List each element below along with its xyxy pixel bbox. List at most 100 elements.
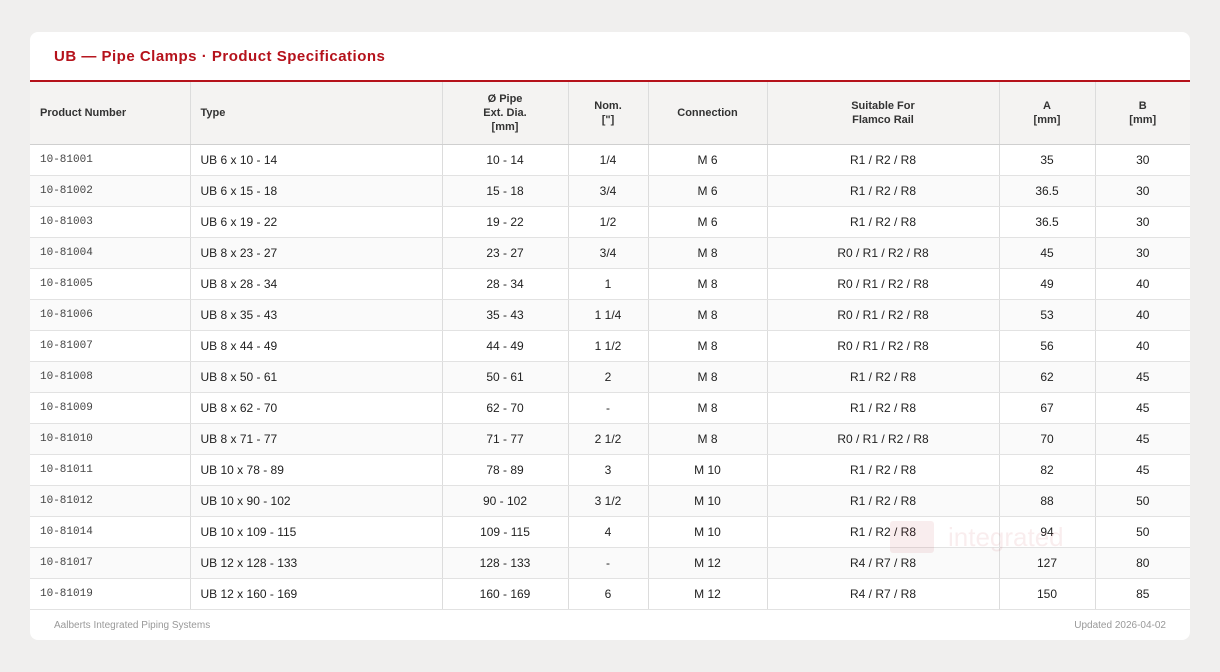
cell-dim-a: 82 — [999, 454, 1096, 486]
cell-nominal-size: 1/4 — [568, 144, 649, 176]
cell-suitable-rail: R1 / R2 / R8 — [767, 454, 1000, 486]
cell-nominal-size: 2 — [568, 361, 649, 393]
cell-pipe-diameter: 19 - 22 — [442, 206, 569, 238]
cell-product-number: 10-81019 — [30, 578, 191, 610]
cell-product-number: 10-81001 — [30, 144, 191, 176]
cell-pipe-diameter: 28 - 34 — [442, 268, 569, 300]
cell-dim-a: 53 — [999, 299, 1096, 331]
cell-pipe-diameter: 50 - 61 — [442, 361, 569, 393]
cell-product-number: 10-81011 — [30, 454, 191, 486]
cell-connection: M 10 — [648, 454, 768, 486]
cell-suitable-rail: R0 / R1 / R2 / R8 — [767, 299, 1000, 331]
cell-pipe-diameter: 90 - 102 — [442, 485, 569, 517]
cell-type: UB 8 x 50 - 61 — [190, 361, 443, 393]
footer-updated: Updated 2026-04-02 — [1074, 619, 1166, 631]
table-row: 10-81007 UB 8 x 44 - 49 44 - 49 1 1/2 M 8 R0 … — [30, 330, 1190, 362]
cell-pipe-diameter: 10 - 14 — [442, 144, 569, 176]
cell-connection: M 8 — [648, 392, 768, 424]
cell-dim-b: 45 — [1095, 361, 1190, 393]
cell-product-number: 10-81007 — [30, 330, 191, 362]
cell-nominal-size: - — [568, 547, 649, 579]
cell-pipe-diameter: 62 - 70 — [442, 392, 569, 424]
cell-dim-b: 30 — [1095, 206, 1190, 238]
cell-type: UB 8 x 35 - 43 — [190, 299, 443, 331]
cell-dim-b: 30 — [1095, 144, 1190, 176]
cell-connection: M 8 — [648, 423, 768, 455]
cell-dim-a: 127 — [999, 547, 1096, 579]
table-row: 10-81004 UB 8 x 23 - 27 23 - 27 3/4 M 8 R0 / … — [30, 237, 1190, 269]
table-row: 10-81006 UB 8 x 35 - 43 35 - 43 1 1/4 M 8 R0 … — [30, 299, 1190, 331]
cell-nominal-size: - — [568, 392, 649, 424]
cell-dim-a: 70 — [999, 423, 1096, 455]
cell-suitable-rail: R0 / R1 / R2 / R8 — [767, 330, 1000, 362]
table-row: 10-81002 UB 6 x 15 - 18 15 - 18 3/4 M 6 R1 / … — [30, 175, 1190, 207]
cell-product-number: 10-81009 — [30, 392, 191, 424]
cell-dim-b: 45 — [1095, 423, 1190, 455]
footer-company: Aalberts Integrated Piping Systems — [54, 619, 211, 631]
page-title: UB — Pipe Clamps · Product Specification… — [54, 47, 386, 65]
cell-dim-a: 62 — [999, 361, 1096, 393]
cell-pipe-diameter: 35 - 43 — [442, 299, 569, 331]
table-header: Product Number Type Ø Pipe Ext. Dia. [mm] Nom… — [30, 82, 1190, 145]
card-header: UB — Pipe Clamps · Product Specification… — [30, 32, 1190, 82]
column-header-line: [mm] — [491, 121, 519, 133]
cell-pipe-diameter: 44 - 49 — [442, 330, 569, 362]
cell-dim-b: 50 — [1095, 485, 1190, 517]
table-row: 10-81019 UB 12 x 160 - 169 160 - 169 6 M 12 R… — [30, 578, 1190, 610]
column-header-line: A — [1043, 100, 1051, 112]
cell-connection: M 6 — [648, 175, 768, 207]
cell-dim-b: 50 — [1095, 516, 1190, 548]
cell-nominal-size: 3 1/2 — [568, 485, 649, 517]
table-row: 10-81014 UB 10 x 109 - 115 109 - 115 4 M 10 R… — [30, 516, 1190, 548]
cell-dim-a: 56 — [999, 330, 1096, 362]
table-row: 10-81009 UB 8 x 62 - 70 62 - 70- M 8 R1 / R2… — [30, 392, 1190, 424]
column-header-line: Suitable For — [851, 100, 915, 112]
column-header-dim-b: B [mm] — [1095, 82, 1190, 145]
column-header-line: Flamco Rail — [852, 114, 914, 126]
cell-connection: M 8 — [648, 268, 768, 300]
cell-type: UB 6 x 19 - 22 — [190, 206, 443, 238]
table-row: 10-81003 UB 6 x 19 - 22 19 - 22 1/2 M 6 R1 / … — [30, 206, 1190, 238]
cell-nominal-size: 1 1/4 — [568, 299, 649, 331]
cell-pipe-diameter: 160 - 169 — [442, 578, 569, 610]
cell-product-number: 10-81008 — [30, 361, 191, 393]
cell-dim-a: 45 — [999, 237, 1096, 269]
cell-type: UB 10 x 78 - 89 — [190, 454, 443, 486]
column-header-dim-a: A [mm] — [999, 82, 1096, 145]
cell-dim-a: 88 — [999, 485, 1096, 517]
cell-dim-a: 94 — [999, 516, 1096, 548]
cell-dim-b: 80 — [1095, 547, 1190, 579]
cell-dim-a: 67 — [999, 392, 1096, 424]
table-body: 10-81001 UB 6 x 10 - 14 10 - 14 1/4 M 6 R1 / … — [30, 144, 1190, 610]
table-row: 10-81005 UB 8 x 28 - 34 28 - 34 1 M 8 R0 / R1… — [30, 268, 1190, 300]
column-header-connection: Connection — [648, 82, 768, 145]
cell-suitable-rail: R0 / R1 / R2 / R8 — [767, 237, 1000, 269]
table-row: 10-81011 UB 10 x 78 - 89 78 - 89 3 M 10 R1 / … — [30, 454, 1190, 486]
table-wrapper: Product Number Type Ø Pipe Ext. Dia. [mm] Nom… — [30, 82, 1190, 610]
cell-suitable-rail: R1 / R2 / R8 — [767, 392, 1000, 424]
table-row: 10-81010 UB 8 x 71 - 77 71 - 77 2 1/2 M 8 R0 … — [30, 423, 1190, 455]
header-row: Product Number Type Ø Pipe Ext. Dia. [mm] Nom… — [30, 82, 1190, 145]
cell-type: UB 12 x 160 - 169 — [190, 578, 443, 610]
cell-type: UB 10 x 90 - 102 — [190, 485, 443, 517]
cell-connection: M 10 — [648, 485, 768, 517]
cell-dim-a: 36.5 — [999, 206, 1096, 238]
cell-connection: M 6 — [648, 144, 768, 176]
column-header-line: B — [1138, 100, 1147, 112]
cell-type: UB 10 x 109 - 115 — [190, 516, 443, 548]
cell-connection: M 12 — [648, 547, 768, 579]
cell-dim-b: 45 — [1095, 454, 1190, 486]
cell-suitable-rail: R0 / R1 / R2 / R8 — [767, 423, 1000, 455]
cell-dim-b: 40 — [1095, 299, 1190, 331]
cell-dim-a: 36.5 — [999, 175, 1096, 207]
cell-suitable-rail: R0 / R1 / R2 / R8 — [767, 268, 1000, 300]
cell-product-number: 10-81002 — [30, 175, 191, 207]
cell-nominal-size: 3/4 — [568, 175, 649, 207]
cell-type: UB 12 x 128 - 133 — [190, 547, 443, 579]
cell-nominal-size: 3/4 — [568, 237, 649, 269]
column-header-line: Ext. Dia. — [483, 107, 527, 119]
cell-dim-a: 35 — [999, 144, 1096, 176]
cell-suitable-rail: R4 / R7 / R8 — [767, 547, 1000, 579]
cell-suitable-rail: R1 / R2 / R8 — [767, 144, 1000, 176]
column-header-line: ["] — [601, 114, 615, 126]
